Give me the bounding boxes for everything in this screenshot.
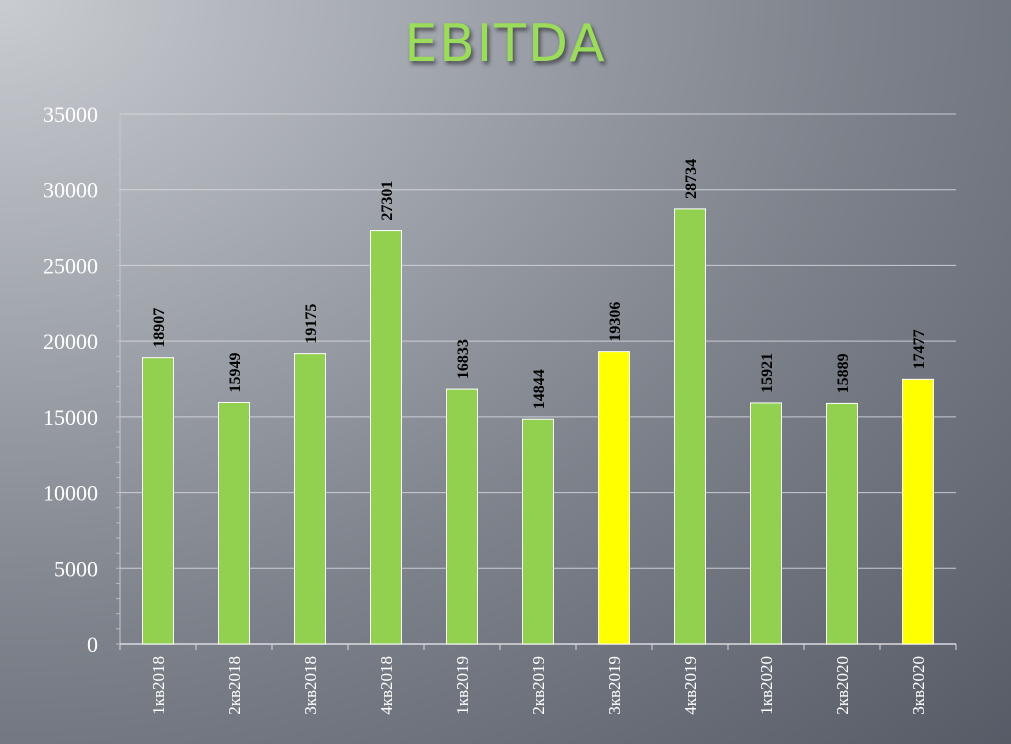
bar-2кв2019 (522, 418, 554, 645)
data-label-3кв2019: 19306 (607, 302, 624, 342)
chart-title: EBITDA (404, 14, 607, 74)
y-tick-label-15000: 15000 (43, 405, 98, 430)
data-label-3кв2018: 19175 (303, 304, 320, 344)
y-tick-label-10000: 10000 (43, 481, 98, 506)
labels: 0 5000 10000 15000 20000 25000 30000 35000 18907… (43, 102, 928, 715)
bar-1кв2019 (446, 388, 478, 645)
x-tick-label-1кв2019: 1кв2019 (453, 656, 472, 715)
x-tick-label-4кв2018: 4кв2018 (377, 656, 396, 715)
data-label-1кв2020: 15921 (759, 353, 776, 393)
data-label-4кв2018: 27301 (379, 181, 396, 221)
data-label-2кв2018: 15949 (227, 352, 244, 392)
y-tick-label-5000: 5000 (54, 556, 98, 581)
bar-1кв2020 (750, 402, 782, 645)
bar-2кв2020 (826, 402, 858, 645)
bar-2кв2018 (218, 401, 250, 645)
gridlines (120, 113, 956, 569)
y-tick-label-30000: 30000 (43, 178, 98, 203)
y-tick-label-20000: 20000 (43, 329, 98, 354)
y-tick-label-35000: 35000 (43, 102, 98, 127)
bar-3кв2018 (294, 353, 326, 645)
x-tick-label-2кв2019: 2кв2019 (529, 656, 548, 715)
data-label-1кв2019: 16833 (455, 339, 472, 379)
bar-4кв2019 (674, 208, 706, 645)
data-label-4кв2019: 28734 (683, 159, 700, 199)
x-tick-label-2кв2018: 2кв2018 (225, 656, 244, 715)
y-tick-label-0: 0 (87, 632, 98, 657)
x-tick-label-1кв2018: 1кв2018 (149, 656, 168, 715)
bar-3кв2020 (902, 378, 934, 645)
x-tick-label-3кв2018: 3кв2018 (301, 656, 320, 715)
data-label-3кв2020: 17477 (911, 329, 928, 369)
y-tick-label-25000: 25000 (43, 253, 98, 278)
x-tick-label-3кв2020: 3кв2020 (909, 656, 928, 715)
bars (142, 208, 934, 645)
bar-4кв2018 (370, 230, 402, 645)
bar-3кв2019 (598, 351, 630, 645)
x-tick-label-2кв2020: 2кв2020 (833, 656, 852, 715)
x-tick-label-3кв2019: 3кв2019 (605, 656, 624, 715)
data-label-2кв2019: 14844 (531, 369, 548, 409)
data-label-2кв2020: 15889 (835, 353, 852, 393)
data-label-1кв2018: 18907 (151, 308, 168, 348)
x-tick-label-4кв2019: 4кв2019 (681, 656, 700, 715)
bar-1кв2018 (142, 357, 174, 645)
x-tick-label-1кв2020: 1кв2020 (757, 656, 776, 715)
